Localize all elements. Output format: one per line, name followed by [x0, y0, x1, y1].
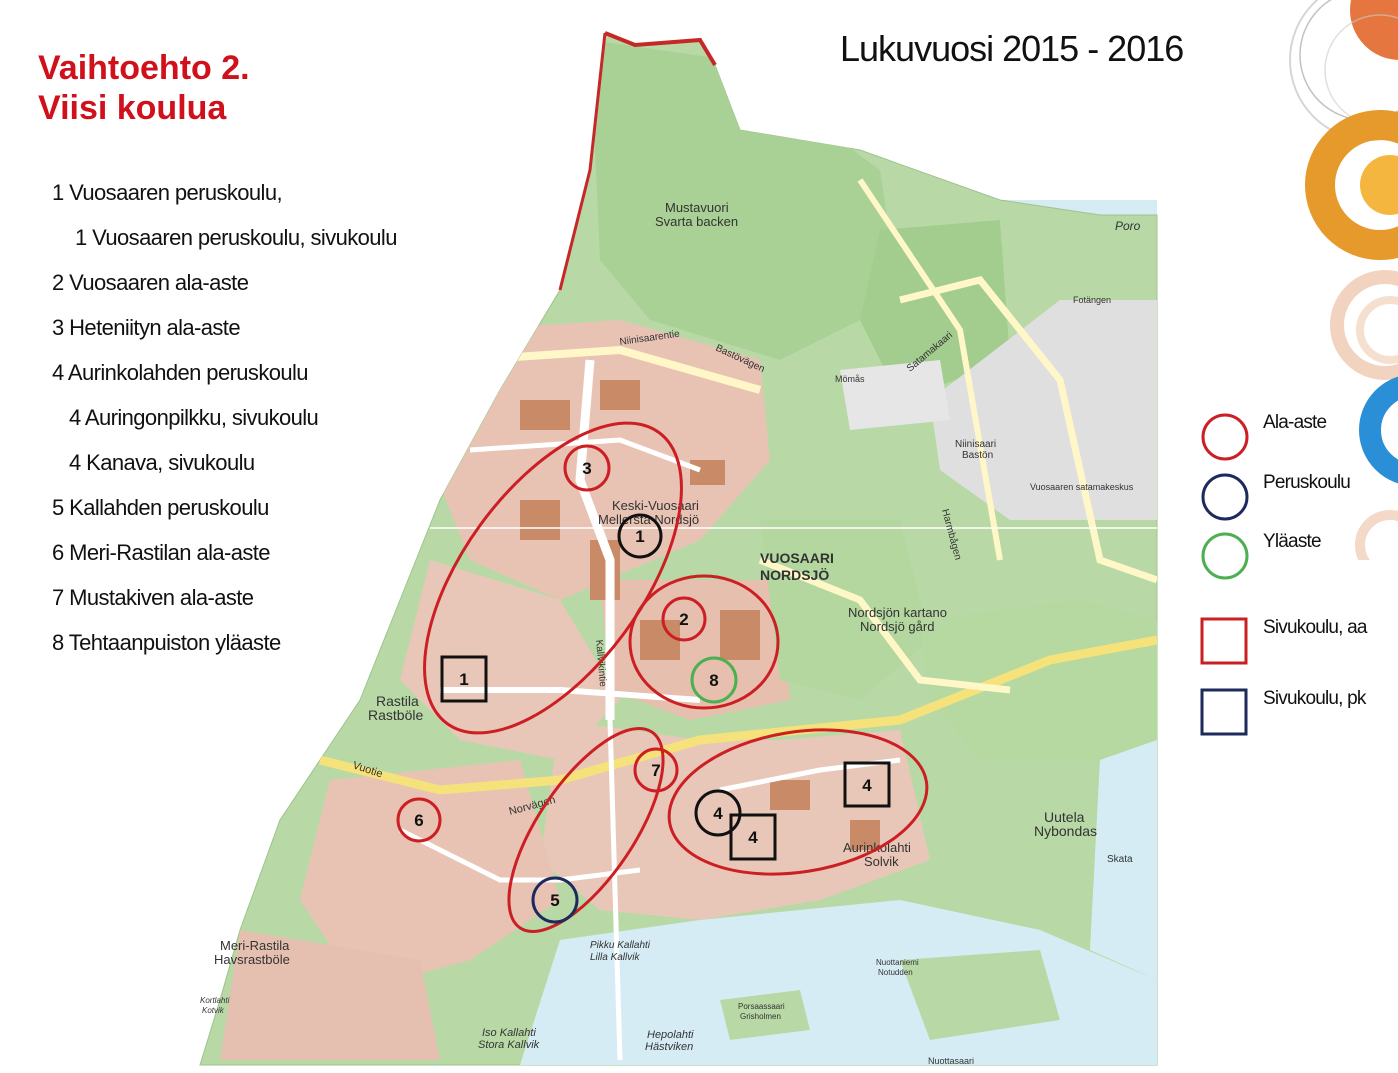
map-label: Rastböle	[368, 707, 423, 723]
map-label: Mellersta Nordsjö	[598, 512, 699, 527]
map-label: Hepolahti	[647, 1029, 694, 1041]
school-marker-4-annex-a: 4	[729, 813, 777, 861]
map-label: Pikku Kallahti	[590, 940, 651, 951]
school-list-item: 1 Vuosaaren peruskoulu, sivukoulu	[75, 225, 397, 250]
legend-label: Ala-aste	[1263, 412, 1327, 433]
school-list-item: 4 Kanava, sivukoulu	[69, 450, 255, 475]
map-label: Nuottasaari	[928, 1056, 974, 1066]
school-list: 1 Vuosaaren peruskoulu, 1 Vuosaaren peru…	[52, 178, 397, 673]
school-area-ellipse	[423, 421, 683, 735]
school-marker-3: 3	[563, 444, 611, 492]
legend-label: Yläaste	[1263, 531, 1322, 552]
map-label: Nybondas	[1034, 823, 1097, 839]
navy-square-icon	[1200, 688, 1248, 736]
legend-item-peruskoulu: Peruskoulu	[1200, 472, 1390, 522]
school-area-ellipse	[667, 728, 929, 876]
legend-label: Peruskoulu	[1263, 472, 1351, 493]
school-marker-4: 4	[694, 789, 742, 837]
school-marker-1: 1	[617, 513, 663, 559]
map-label: Grisholmen	[740, 1012, 781, 1021]
school-marker-7: 7	[633, 747, 679, 793]
map-base	[199, 31, 1158, 1066]
school-marker-label: 4	[713, 804, 723, 823]
map-label: Kotvik	[202, 1006, 225, 1015]
map-label: Niinisaari	[955, 439, 996, 450]
map-label: Uutela	[1044, 809, 1085, 825]
map-label: Notudden	[878, 968, 913, 977]
map-label: Stora Kallvik	[478, 1039, 540, 1051]
school-marker-8: 8	[690, 656, 738, 704]
green-circle-icon	[1201, 532, 1249, 580]
school-marker-2: 2	[661, 596, 707, 642]
school-list-item: 5 Kallahden peruskoulu	[52, 495, 269, 520]
school-marker-label: 2	[679, 610, 688, 629]
map-label: Nordsjön kartano	[848, 605, 947, 620]
map-label: Hästviken	[645, 1041, 693, 1053]
school-marker-label: 1	[635, 527, 644, 546]
school-marker-label: 6	[414, 811, 423, 830]
school-marker-label: 7	[651, 761, 660, 780]
school-list-item: 1 Vuosaaren peruskoulu,	[52, 180, 283, 205]
map-label: Meri-Rastila	[220, 938, 290, 953]
legend-item-ala-aste: Ala-aste	[1200, 412, 1390, 462]
school-marker-label: 4	[748, 828, 758, 847]
map-label: Nuottaniemi	[876, 958, 919, 967]
school-year-heading: Lukuvuosi 2015 - 2016	[840, 28, 1184, 69]
map-label: Skata	[1107, 854, 1133, 865]
map-label: Poro	[1115, 219, 1141, 233]
map-label: Bastön	[962, 450, 993, 461]
navy-circle-icon	[1201, 473, 1249, 521]
school-area-ellipse	[507, 727, 665, 933]
map-label: Svarta backen	[655, 214, 738, 229]
map-label: Mömås	[835, 374, 865, 384]
map-label: NORDSJÖ	[760, 567, 829, 583]
map-label: Rastila	[376, 693, 419, 709]
map-label: Fotängen	[1073, 295, 1111, 305]
map-label: Mustavuori	[665, 200, 729, 215]
map-label: Solvik	[864, 854, 899, 869]
map-label: Keski-Vuosaari	[612, 498, 699, 513]
map-label: Havsrastböle	[214, 952, 290, 967]
map-label: Iso Kallahti	[482, 1027, 536, 1039]
school-list-item: 7 Mustakiven ala-aste	[52, 585, 254, 610]
school-areas	[423, 421, 929, 933]
map-label: Kortlahti	[200, 996, 230, 1005]
school-list-item: 4 Auringonpilkku, sivukoulu	[69, 405, 319, 430]
legend-label: Sivukoulu, aa	[1263, 617, 1367, 638]
decorative-circles	[1289, 0, 1398, 560]
school-list-item: 8 Tehtaanpuiston yläaste	[52, 630, 281, 655]
map-label: VUOSAARI	[760, 550, 834, 566]
title-line: Viisi koulua	[38, 89, 227, 127]
school-area-ellipse	[628, 574, 780, 710]
school-markers: 1 1 2 3 4 4 4 5	[396, 444, 891, 924]
school-marker-label: 8	[709, 671, 718, 690]
school-marker-label: 1	[459, 670, 468, 689]
map-label: Vuosaaren satamakeskus	[1030, 482, 1134, 492]
school-list-item: 4 Aurinkolahden peruskoulu	[52, 360, 309, 385]
legend-label: Sivukoulu, pk	[1263, 688, 1366, 709]
school-list-item: 2 Vuosaaren ala-aste	[52, 270, 249, 295]
school-list-item: 3 Heteniityn ala-aste	[52, 315, 241, 340]
school-marker-label: 5	[550, 891, 559, 910]
title-line: Vaihtoehto 2.	[38, 49, 250, 87]
legend-item-ylaaste: Yläaste	[1200, 531, 1390, 581]
school-list-item: 6 Meri-Rastilan ala-aste	[52, 540, 271, 565]
page-title: Vaihtoehto 2. Viisi koulua	[38, 48, 250, 128]
map-label: Lilla Kallvik	[590, 952, 640, 963]
red-circle-icon	[1201, 413, 1249, 461]
school-marker-1-annex: 1	[440, 655, 488, 703]
school-marker-label: 4	[862, 776, 872, 795]
map-label: Porsaassaari	[738, 1002, 785, 1011]
school-marker-5: 5	[531, 876, 579, 924]
red-square-icon	[1200, 617, 1248, 665]
school-marker-6: 6	[396, 797, 442, 843]
legend-item-sivukoulu-aa: Sivukoulu, aa	[1200, 617, 1390, 667]
school-marker-label: 3	[582, 459, 591, 478]
school-marker-4-annex-b: 4	[843, 761, 891, 808]
map-label: Nordsjö gård	[860, 619, 934, 634]
legend-item-sivukoulu-pk: Sivukoulu, pk	[1200, 688, 1390, 738]
